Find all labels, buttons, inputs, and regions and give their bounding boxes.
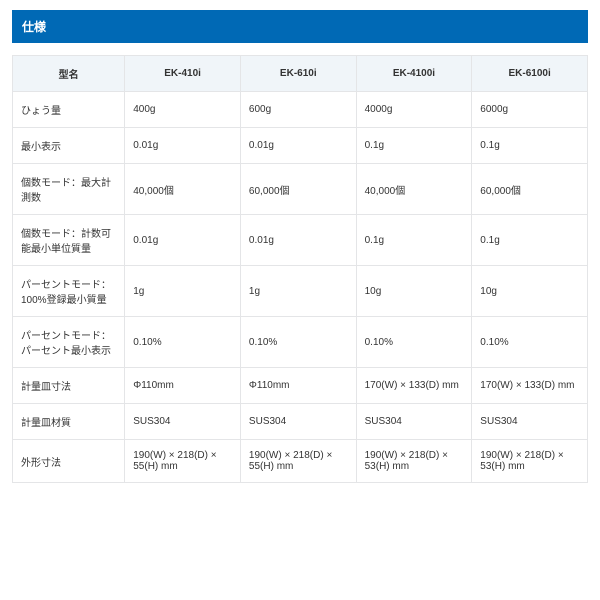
cell: 0.1g [356, 215, 472, 266]
cell: SUS304 [125, 404, 241, 440]
cell: 0.01g [125, 215, 241, 266]
table-row: 計量皿材質 SUS304 SUS304 SUS304 SUS304 [13, 404, 588, 440]
cell: 6000g [472, 92, 588, 128]
cell: Φ110mm [125, 368, 241, 404]
cell: 170(W) × 133(D) mm [356, 368, 472, 404]
cell: SUS304 [240, 404, 356, 440]
cell: 10g [472, 266, 588, 317]
table-row: 個数モード：計数可能最小単位質量 0.01g 0.01g 0.1g 0.1g [13, 215, 588, 266]
cell: 40,000個 [125, 164, 241, 215]
header-col-2: EK-610i [240, 56, 356, 92]
cell: 170(W) × 133(D) mm [472, 368, 588, 404]
row-label: 個数モード：最大計測数 [13, 164, 125, 215]
row-label: ひょう量 [13, 92, 125, 128]
cell: 10g [356, 266, 472, 317]
cell: 0.1g [472, 215, 588, 266]
spec-table-body: ひょう量 400g 600g 4000g 6000g 最小表示 0.01g 0.… [13, 92, 588, 483]
row-label: 最小表示 [13, 128, 125, 164]
cell: 60,000個 [472, 164, 588, 215]
cell: 0.01g [125, 128, 241, 164]
cell: Φ110mm [240, 368, 356, 404]
header-col-1: EK-410i [125, 56, 241, 92]
cell: 0.10% [240, 317, 356, 368]
cell: 60,000個 [240, 164, 356, 215]
cell: 190(W) × 218(D) × 55(H) mm [240, 440, 356, 483]
cell: 4000g [356, 92, 472, 128]
row-label: 計量皿材質 [13, 404, 125, 440]
cell: 1g [125, 266, 241, 317]
cell: 400g [125, 92, 241, 128]
cell: 0.1g [356, 128, 472, 164]
row-label: 個数モード：計数可能最小単位質量 [13, 215, 125, 266]
spec-table: 型名 EK-410i EK-610i EK-4100i EK-6100i ひょう… [12, 55, 588, 483]
row-label: パーセントモード：パーセント最小表示 [13, 317, 125, 368]
row-label: 外形寸法 [13, 440, 125, 483]
cell: 600g [240, 92, 356, 128]
cell: 0.01g [240, 128, 356, 164]
cell: 190(W) × 218(D) × 55(H) mm [125, 440, 241, 483]
table-row: 計量皿寸法 Φ110mm Φ110mm 170(W) × 133(D) mm 1… [13, 368, 588, 404]
table-row: パーセントモード：100%登録最小質量 1g 1g 10g 10g [13, 266, 588, 317]
section-title: 仕様 [12, 10, 588, 43]
cell: 40,000個 [356, 164, 472, 215]
table-row: 個数モード：最大計測数 40,000個 60,000個 40,000個 60,0… [13, 164, 588, 215]
cell: 1g [240, 266, 356, 317]
row-label: 計量皿寸法 [13, 368, 125, 404]
cell: 0.10% [472, 317, 588, 368]
table-row: ひょう量 400g 600g 4000g 6000g [13, 92, 588, 128]
table-row: 外形寸法 190(W) × 218(D) × 55(H) mm 190(W) ×… [13, 440, 588, 483]
header-label: 型名 [13, 56, 125, 92]
table-row: パーセントモード：パーセント最小表示 0.10% 0.10% 0.10% 0.1… [13, 317, 588, 368]
cell: SUS304 [356, 404, 472, 440]
header-col-4: EK-6100i [472, 56, 588, 92]
table-row: 最小表示 0.01g 0.01g 0.1g 0.1g [13, 128, 588, 164]
cell: 0.10% [356, 317, 472, 368]
cell: 190(W) × 218(D) × 53(H) mm [472, 440, 588, 483]
header-col-3: EK-4100i [356, 56, 472, 92]
cell: SUS304 [472, 404, 588, 440]
cell: 0.10% [125, 317, 241, 368]
cell: 0.01g [240, 215, 356, 266]
row-label: パーセントモード：100%登録最小質量 [13, 266, 125, 317]
cell: 190(W) × 218(D) × 53(H) mm [356, 440, 472, 483]
cell: 0.1g [472, 128, 588, 164]
spec-section: 仕様 型名 EK-410i EK-610i EK-4100i EK-6100i … [0, 0, 600, 483]
table-header-row: 型名 EK-410i EK-610i EK-4100i EK-6100i [13, 56, 588, 92]
